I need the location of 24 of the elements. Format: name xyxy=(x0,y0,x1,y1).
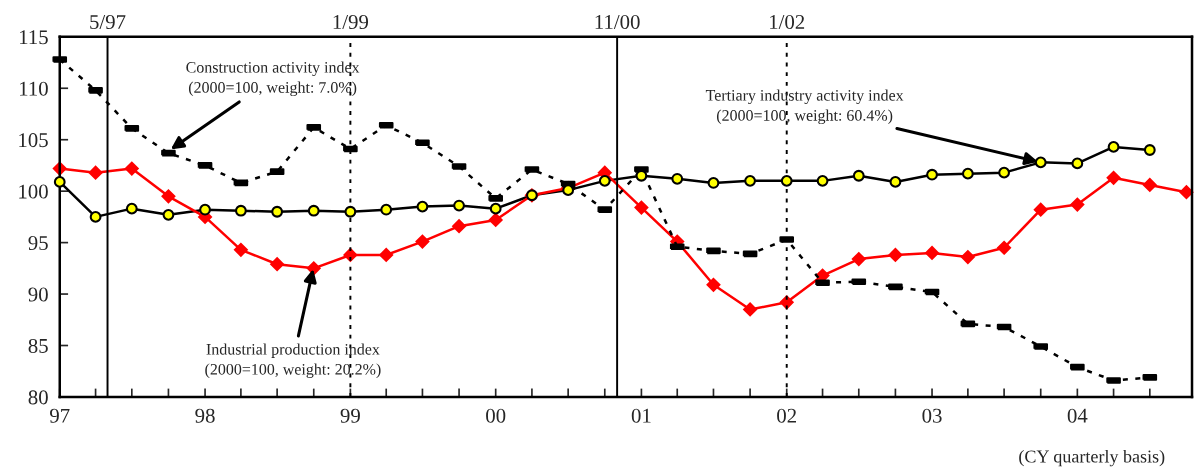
y-tick-label: 115 xyxy=(20,30,48,45)
y-tick-label: 85 xyxy=(28,338,48,353)
x-tick-label: 00 xyxy=(486,408,506,423)
y-tick-label: 80 xyxy=(28,390,48,405)
x-tick-label: 03 xyxy=(922,408,942,423)
y-tick-label: 95 xyxy=(28,236,48,251)
y-tick-label: 105 xyxy=(19,133,48,148)
x-tick-label: 97 xyxy=(50,408,70,423)
ref-line-label: 1/02 xyxy=(770,14,805,29)
text: (CY quarterly basis) xyxy=(1019,449,1165,467)
x-tick-label: 98 xyxy=(195,408,215,423)
ref-line-label: 5/97 xyxy=(90,14,126,29)
y-tick-label: 90 xyxy=(28,287,48,302)
annotation: Tertiary industry activity index (2000=100, weight: 60.4%) xyxy=(705,89,904,125)
ref-line-label: 11/00 xyxy=(595,14,640,29)
y-tick-label: 100 xyxy=(19,184,48,199)
x-tick-label: 99 xyxy=(340,408,360,423)
x-tick-label: 04 xyxy=(1067,408,1088,423)
y-tick-label: 110 xyxy=(20,81,48,96)
x-tick-label: 01 xyxy=(631,408,651,423)
x-tick-label: 02 xyxy=(777,408,796,423)
ref-line-label: 1/99 xyxy=(333,14,369,29)
annotation: Construction activity index (2000=100, weight: 7.0%) xyxy=(186,61,360,97)
annotation: Industrial production index (2000=100, weight: 20.2%) xyxy=(205,343,381,378)
